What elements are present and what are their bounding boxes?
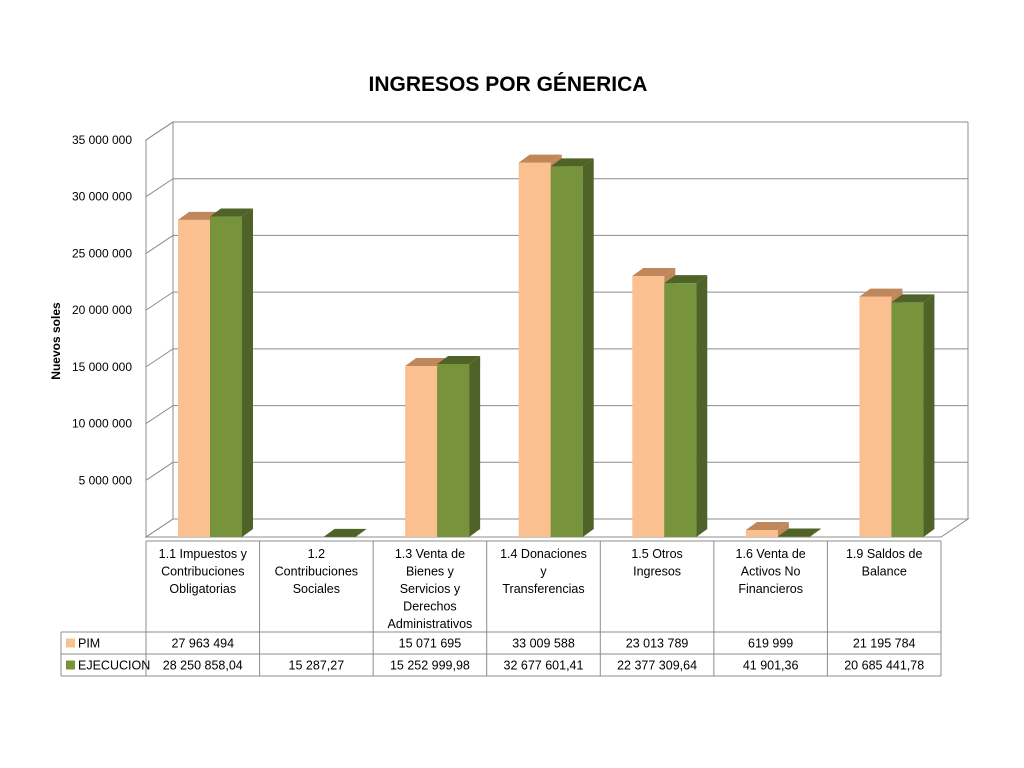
bar-front <box>891 302 924 537</box>
legend-key <box>66 638 75 648</box>
bar-pim <box>745 521 789 537</box>
category-label: 1.1 Impuestos y Contribuciones Obligatoria… <box>159 547 248 596</box>
bar-side <box>923 294 935 537</box>
y-axis-ticks: 5 000 000 10 000 000 15 000 000 20 000 000 2… <box>72 133 132 487</box>
table-value: 21 195 784 <box>853 637 916 651</box>
category-label: 1.3 Venta de Bienes y Servicios y Derechos A… <box>388 547 473 631</box>
table-value: 32 677 601,41 <box>504 659 584 673</box>
bar-front <box>210 216 242 537</box>
bar-side <box>582 158 594 537</box>
category-label: 1.5 Otros Ingresos <box>631 547 682 579</box>
side-wall <box>145 121 174 538</box>
gridline <box>145 234 968 254</box>
bar-front <box>745 529 778 537</box>
y-tick-label: 20 000 000 <box>72 303 132 317</box>
legend-label: EJECUCION <box>78 659 150 673</box>
bar-top <box>518 154 562 163</box>
bar-top <box>210 208 253 217</box>
bar-side <box>777 521 789 537</box>
bar-top <box>437 355 481 364</box>
y-tick-label: 15 000 000 <box>72 360 132 374</box>
bar-ejecucion <box>550 158 594 537</box>
data-table: 1.1 Impuestos y Contribuciones Obligatoria… <box>60 540 942 677</box>
bar-top <box>632 267 676 276</box>
bar-side <box>242 208 253 537</box>
y-tick-label: 25 000 000 <box>72 246 132 260</box>
gridlines <box>145 121 968 481</box>
gridline <box>145 178 968 198</box>
table-value: 20 685 441,78 <box>844 659 924 673</box>
bar-front <box>518 162 551 537</box>
bars <box>178 154 935 537</box>
bar-ejecucion <box>210 208 253 537</box>
chart-title: INGRESOS POR GÉNERICA <box>369 73 648 96</box>
table-value: 15 071 695 <box>399 637 462 651</box>
bar-front <box>550 166 583 537</box>
bar-top <box>664 275 708 284</box>
bar-ejecucion <box>323 528 367 537</box>
bar-side <box>696 275 708 537</box>
bar-top <box>745 521 789 530</box>
bar-front <box>178 219 210 537</box>
bar-side <box>469 355 481 537</box>
table-value: 15 287,27 <box>289 659 345 673</box>
table-value: 33 009 588 <box>512 637 575 651</box>
bar-side <box>809 528 821 537</box>
bar-front <box>664 283 697 537</box>
table-value: 28 250 858,04 <box>163 659 243 673</box>
bar-ejecucion <box>891 294 935 537</box>
legend-label: PIM <box>78 637 100 651</box>
gridline <box>145 121 968 141</box>
y-tick-label: 30 000 000 <box>72 190 132 204</box>
bar-top <box>550 158 594 167</box>
table-value: 619 999 <box>748 637 793 651</box>
y-axis-label: Nuevos soles <box>49 302 63 380</box>
category-label: 1.9 Saldos de Balance <box>846 547 922 579</box>
category-label: 1.6 Venta de Activos No Financieros <box>736 547 806 596</box>
bar-top <box>859 288 903 297</box>
bar-top <box>323 528 367 537</box>
table-value: 22 377 309,64 <box>617 659 697 673</box>
table-value: 27 963 494 <box>172 637 235 651</box>
category-label: 1.4 Donaciones y Transferencias <box>500 547 587 596</box>
bar-front <box>859 296 892 537</box>
category-label: 1.2 Contribuciones Sociales <box>275 547 358 596</box>
table-value: 15 252 999,98 <box>390 659 470 673</box>
bar-top <box>891 294 935 303</box>
table-value: 23 013 789 <box>626 637 689 651</box>
bar-front <box>632 275 665 537</box>
bar-ejecucion <box>437 355 481 537</box>
y-tick-label: 35 000 000 <box>72 133 132 147</box>
bar-ejecucion <box>664 275 708 537</box>
table-value: 41 901,36 <box>743 659 799 673</box>
y-tick-label: 5 000 000 <box>79 473 133 487</box>
bar-side <box>355 528 367 537</box>
y-tick-label: 10 000 000 <box>72 417 132 431</box>
legend-key <box>66 660 75 670</box>
bar-ejecucion <box>777 528 821 537</box>
bar-front <box>405 366 438 537</box>
bar-top <box>777 528 821 537</box>
bar-front <box>437 363 470 537</box>
